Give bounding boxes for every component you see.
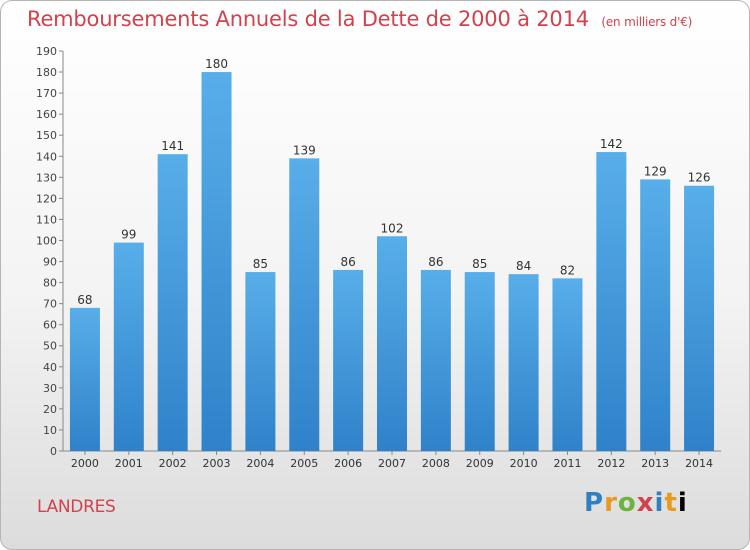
bar-value-label: 86 [428, 255, 443, 269]
chart-title: Remboursements Annuels de la Dette de 20… [27, 7, 692, 31]
commune-name: LANDRES [37, 497, 116, 517]
chart-subtitle: (en milliers d'€) [601, 15, 693, 29]
x-tick-label: 2001 [115, 457, 143, 470]
x-tick-label: 2008 [422, 457, 450, 470]
x-tick-label: 2011 [553, 457, 581, 470]
x-tick-label: 2002 [159, 457, 187, 470]
bar-value-label: 180 [205, 57, 228, 71]
bar-value-label: 85 [472, 257, 487, 271]
y-tick-label: 150 [36, 129, 57, 142]
bar [201, 72, 232, 451]
y-tick-label: 140 [36, 150, 57, 163]
y-tick-label: 0 [50, 445, 57, 458]
bar-value-label: 82 [560, 263, 575, 277]
axes: 0 10 20 30 40 50 60 70 80 90 100 110 120 130 140 150 160… [36, 45, 721, 470]
x-tick-label: 2004 [246, 457, 274, 470]
bar [464, 272, 495, 451]
bar [69, 307, 100, 451]
bar-value-label: 102 [381, 221, 404, 235]
x-tick-label: 2009 [466, 457, 494, 470]
bar [289, 158, 320, 452]
bar-value-label: 68 [77, 293, 92, 307]
x-tick-label: 2010 [510, 457, 538, 470]
y-tick-label: 80 [43, 277, 57, 290]
y-tick-label: 120 [36, 192, 57, 205]
bar-value-label: 85 [253, 257, 268, 271]
x-tick-label: 2000 [71, 457, 99, 470]
chart-title-main: Remboursements Annuels de la Dette de 20… [27, 7, 589, 31]
y-tick-label: 130 [36, 171, 57, 184]
bar-value-label: 86 [340, 255, 355, 269]
bar-value-label: 84 [516, 259, 531, 273]
y-tick-label: 60 [43, 319, 57, 332]
y-tick-label: 170 [36, 87, 57, 100]
y-tick-label: 40 [43, 361, 57, 374]
bars: 68 99 141 180 85 139 86 102 86 85 84 82 142 129 126 [69, 57, 715, 452]
x-tick-label: 2006 [334, 457, 362, 470]
x-tick-label: 2003 [203, 457, 231, 470]
y-tick-label: 10 [43, 424, 57, 437]
y-tick-label: 70 [43, 298, 57, 311]
bar-value-label: 126 [688, 171, 711, 185]
x-tick-label: 2012 [597, 457, 625, 470]
x-tick-label: 2014 [685, 457, 713, 470]
y-tick-label: 100 [36, 234, 57, 247]
y-tick-label: 30 [43, 382, 57, 395]
bar [245, 272, 276, 451]
y-tick-label: 50 [43, 340, 57, 353]
y-tick-label: 160 [36, 108, 57, 121]
bar-value-label: 129 [644, 164, 667, 178]
bar [596, 152, 627, 452]
y-tick-label: 110 [36, 213, 57, 226]
x-tick-label: 2007 [378, 457, 406, 470]
bar [552, 278, 583, 451]
y-tick-label: 90 [43, 256, 57, 269]
bar [113, 242, 144, 451]
y-tick-label: 20 [43, 403, 57, 416]
bar [684, 185, 715, 451]
x-tick-label: 2013 [641, 457, 669, 470]
x-tick-label: 2005 [290, 457, 318, 470]
bar [377, 236, 407, 451]
bar [508, 274, 539, 451]
bar-value-label: 142 [600, 137, 623, 151]
y-tick-label: 180 [36, 66, 57, 79]
bar [420, 269, 451, 451]
bar-value-label: 141 [161, 139, 184, 153]
bar [157, 154, 188, 451]
proxiti-logo[interactable]: Proxiti [584, 488, 688, 518]
bar [640, 179, 671, 451]
bar-value-label: 139 [293, 143, 316, 157]
bar [333, 269, 364, 451]
y-tick-label: 190 [36, 45, 57, 58]
bar-value-label: 99 [121, 228, 136, 242]
